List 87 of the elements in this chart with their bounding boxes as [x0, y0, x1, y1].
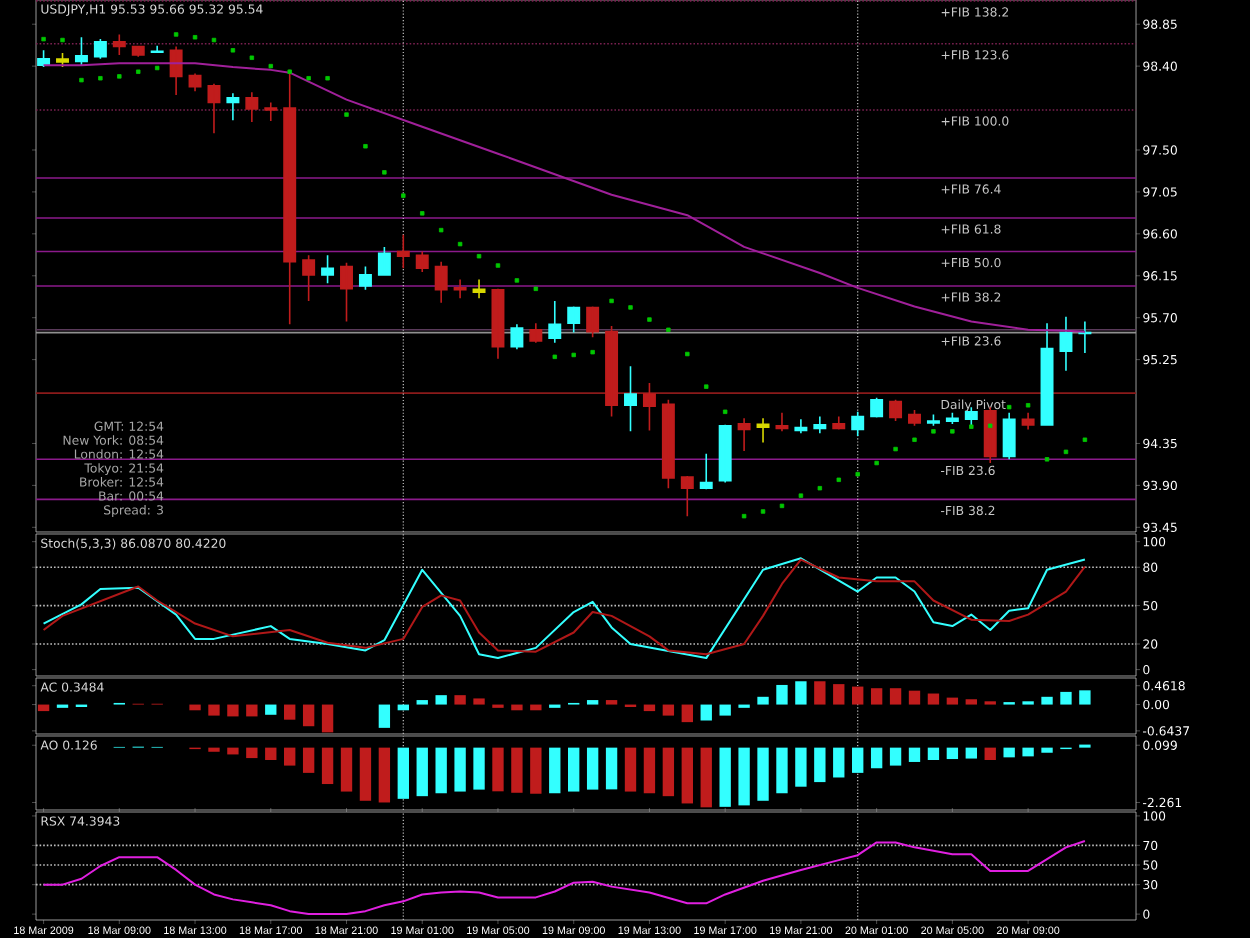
bar [208, 704, 220, 716]
bar [454, 695, 466, 705]
candlestick [756, 417, 770, 444]
bar [530, 704, 542, 711]
candlestick [226, 92, 240, 121]
bar [265, 704, 277, 715]
bar [852, 686, 864, 705]
candlestick [737, 417, 751, 452]
bar [1060, 691, 1072, 705]
candlestick [358, 265, 372, 291]
candlestick [321, 254, 335, 285]
bar [246, 704, 258, 717]
bar [302, 704, 315, 727]
candlestick [870, 397, 884, 419]
candlestick [491, 288, 505, 360]
candlestick [586, 305, 600, 339]
bar [927, 693, 940, 705]
bar [700, 704, 712, 721]
candlestick [453, 278, 467, 299]
bar [757, 696, 769, 705]
bar [435, 695, 447, 705]
candlestick [415, 250, 429, 273]
candlestick [699, 452, 713, 490]
candlestick [1021, 411, 1035, 431]
bar [719, 704, 731, 716]
candlestick [851, 411, 865, 437]
bar [946, 697, 959, 705]
bar [284, 704, 296, 720]
candlestick [112, 33, 126, 56]
candlestick [340, 261, 353, 323]
candlestick [926, 413, 940, 427]
bar [1079, 690, 1091, 705]
bar [321, 704, 334, 733]
candlestick [832, 415, 846, 431]
candlestick [813, 415, 827, 435]
bar [833, 684, 845, 705]
candlestick [188, 72, 202, 93]
candlestick [1078, 320, 1092, 354]
bar [189, 704, 201, 711]
candlestick [642, 382, 656, 432]
candlestick [661, 398, 675, 489]
candlestick [794, 418, 808, 435]
candlestick [718, 424, 732, 484]
candlestick [510, 323, 524, 351]
candlestick [245, 91, 259, 123]
candlestick [434, 261, 448, 304]
candlestick [567, 305, 581, 334]
candlestick [283, 69, 297, 326]
bar [795, 681, 807, 705]
bar [1041, 696, 1053, 705]
candlestick [396, 233, 410, 270]
bar [681, 704, 693, 723]
candlestick [529, 322, 543, 344]
candlestick [624, 365, 637, 433]
bar [965, 699, 977, 705]
candlestick [93, 38, 107, 60]
bar [870, 688, 883, 705]
bar [662, 704, 675, 716]
line-series [42, 62, 1086, 333]
candlestick [908, 409, 921, 427]
bar [776, 684, 788, 705]
candlestick [945, 411, 959, 425]
candlestick [74, 36, 88, 66]
candlestick [605, 325, 619, 418]
candlestick [472, 278, 486, 299]
candlestick [1040, 322, 1054, 427]
candlestick [169, 45, 183, 96]
candlestick [680, 475, 694, 517]
candlestick [207, 83, 221, 135]
bar [511, 704, 523, 711]
candlestick [775, 411, 789, 433]
candlestick [1002, 411, 1016, 461]
candlestick [548, 300, 562, 344]
candlestick [983, 406, 997, 464]
bar [227, 704, 239, 717]
candlestick [302, 254, 316, 302]
bar [908, 690, 921, 705]
candlestick [889, 398, 903, 422]
candlestick [150, 44, 164, 54]
candlestick [1059, 315, 1073, 372]
candlestick [377, 246, 391, 276]
candlestick [131, 44, 145, 58]
bar [814, 681, 826, 705]
bar [889, 688, 902, 705]
bar [378, 704, 391, 728]
bar [473, 698, 485, 705]
candlestick [264, 101, 278, 122]
